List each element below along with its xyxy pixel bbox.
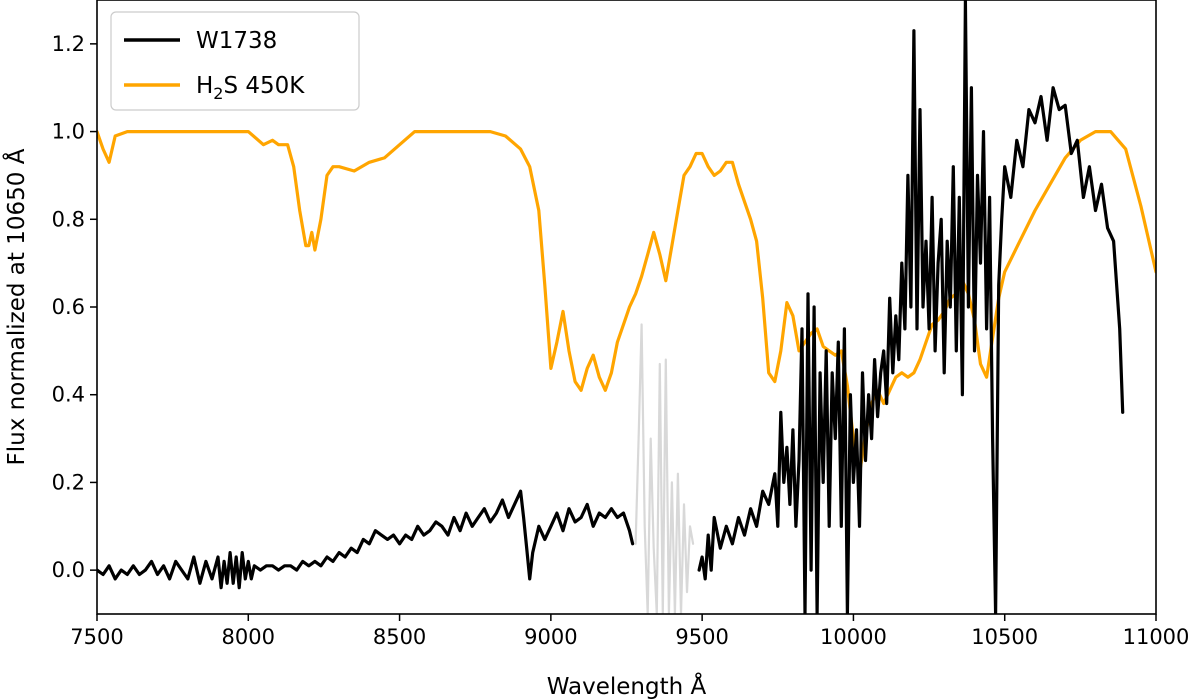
x-tick-label: 9000 — [524, 625, 577, 649]
y-tick-label: 0.6 — [52, 295, 85, 319]
x-tick-label: 10000 — [820, 625, 887, 649]
y-axis-label: Flux normalized at 10650 Å — [2, 148, 30, 465]
series-line-w1738-masked — [634, 323, 695, 614]
legend: W1738 H2S 450K — [110, 11, 360, 111]
x-tick-label: 11000 — [1123, 625, 1190, 649]
legend-label-h2s: H2S 450K — [196, 73, 305, 103]
y-tick-label: 0.4 — [52, 383, 85, 407]
x-tick-label: 10500 — [971, 625, 1038, 649]
legend-label-h2s-rest: S 450K — [223, 73, 305, 99]
legend-label-h2s-sub: 2 — [213, 84, 223, 103]
series-line-w1738-red — [697, 0, 1125, 614]
x-tick-label: 9500 — [675, 625, 728, 649]
series-layer — [97, 0, 1156, 614]
y-tick-label: 0.8 — [52, 207, 85, 231]
x-tick-label: 8500 — [373, 625, 426, 649]
y-tick-label: 1.2 — [52, 32, 85, 56]
series-line-w1738 — [97, 489, 635, 590]
x-tick-label: 8000 — [222, 625, 275, 649]
y-tick-label: 0.0 — [52, 558, 85, 582]
y-tick-label: 0.2 — [52, 470, 85, 494]
x-axis-label: Wavelength Å — [547, 672, 707, 700]
x-tick-label: 7500 — [70, 625, 123, 649]
y-axis: 0.0 0.2 0.4 0.6 0.8 1.0 1.2 — [52, 32, 97, 582]
legend-label-h2s-main: H — [196, 73, 213, 99]
x-axis: 7500 8000 8500 9000 9500 10000 10500 11000 — [70, 614, 1189, 649]
legend-label-w1738: W1738 — [196, 28, 277, 54]
y-tick-label: 1.0 — [52, 120, 85, 144]
